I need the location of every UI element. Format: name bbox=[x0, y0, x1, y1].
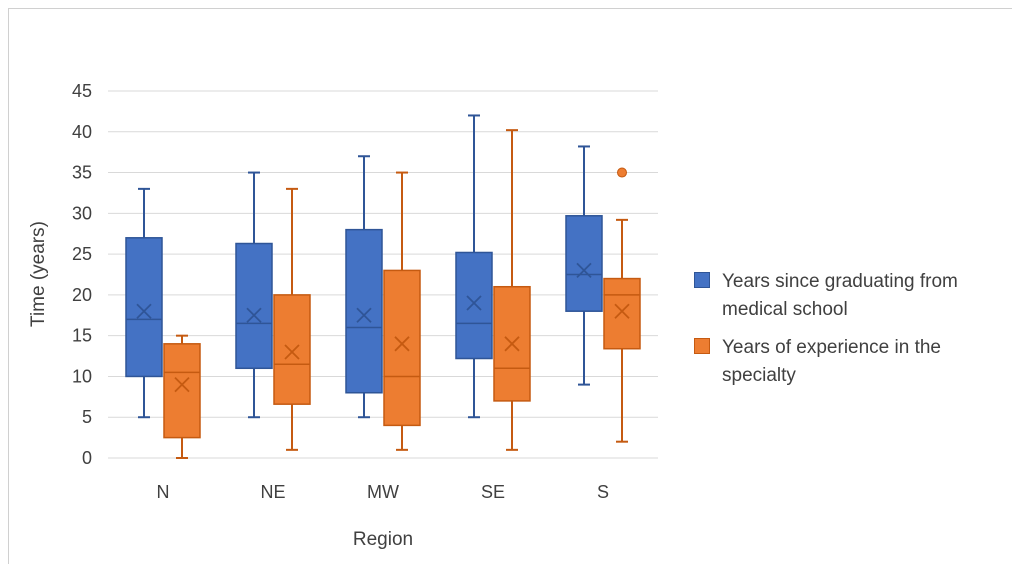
legend-swatch-blue bbox=[694, 272, 710, 288]
box-N-series-1 bbox=[163, 334, 201, 459]
box-SE-series-1 bbox=[493, 129, 531, 451]
box-SE-series-0 bbox=[455, 114, 493, 419]
mean-marker-b bbox=[136, 303, 152, 319]
mean-marker-b bbox=[174, 376, 190, 393]
box-S-series-1 bbox=[603, 167, 641, 443]
box-iqr bbox=[383, 269, 421, 427]
mean-marker-b bbox=[284, 344, 300, 360]
x-axis-title: Region bbox=[353, 529, 413, 550]
box-NE-series-0 bbox=[235, 171, 273, 419]
mean-marker-b bbox=[466, 295, 482, 311]
x-tick-label-N: N bbox=[157, 482, 170, 502]
y-tick-label-15: 15 bbox=[72, 326, 92, 346]
legend-swatch-orange bbox=[694, 338, 710, 354]
x-axis-ticks: N NE MW SE S bbox=[157, 482, 610, 502]
mean-marker-b bbox=[394, 336, 410, 352]
box-iqr bbox=[273, 294, 311, 405]
legend: Years since graduating from medical scho… bbox=[694, 268, 1004, 400]
box-S-series-0 bbox=[565, 145, 603, 386]
x-tick-label-NE: NE bbox=[260, 482, 285, 502]
legend-label-experience: Years of experience in the specialty bbox=[722, 337, 942, 386]
y-tick-label-30: 30 bbox=[72, 203, 92, 223]
box-NE-series-1 bbox=[273, 187, 311, 451]
box-iqr bbox=[455, 251, 493, 360]
box-iqr bbox=[603, 277, 641, 350]
y-tick-label-0: 0 bbox=[82, 448, 92, 468]
box-iqr bbox=[345, 228, 383, 394]
y-tick-label-35: 35 bbox=[72, 163, 92, 183]
box-N-series-0 bbox=[125, 187, 163, 419]
boxes-layer bbox=[125, 114, 641, 459]
box-MW-series-1 bbox=[383, 171, 421, 451]
y-tick-label-5: 5 bbox=[82, 407, 92, 427]
box-iqr bbox=[125, 237, 163, 378]
x-tick-label-MW: MW bbox=[367, 482, 399, 502]
mean-marker-b bbox=[356, 307, 372, 323]
x-tick-label-S: S bbox=[597, 482, 609, 502]
mean-marker-b bbox=[246, 307, 262, 323]
box-iqr bbox=[565, 215, 603, 312]
gridlines bbox=[108, 90, 658, 459]
legend-item-graduating: Years since graduating from medical scho… bbox=[694, 268, 1004, 324]
legend-item-experience: Years of experience in the specialty bbox=[694, 334, 1004, 390]
outlier-point-0 bbox=[617, 167, 627, 178]
y-tick-label-45: 45 bbox=[72, 81, 92, 101]
box-iqr bbox=[235, 242, 273, 370]
mean-marker-b bbox=[504, 336, 520, 352]
y-axis-ticks: 0 5 10 15 20 25 30 35 40 45 bbox=[72, 81, 92, 468]
box-MW-series-0 bbox=[345, 155, 383, 419]
box-iqr bbox=[493, 285, 531, 402]
y-tick-label-20: 20 bbox=[72, 285, 92, 305]
x-tick-label-SE: SE bbox=[481, 482, 505, 502]
mean-marker-b bbox=[576, 262, 592, 279]
y-axis-title: Time (years) bbox=[28, 221, 49, 327]
legend-label-graduating: Years since graduating from medical scho… bbox=[722, 271, 958, 320]
y-tick-label-25: 25 bbox=[72, 244, 92, 264]
y-tick-label-10: 10 bbox=[72, 366, 92, 386]
y-tick-label-40: 40 bbox=[72, 122, 92, 142]
box-iqr bbox=[163, 343, 201, 439]
mean-marker-b bbox=[614, 303, 630, 319]
